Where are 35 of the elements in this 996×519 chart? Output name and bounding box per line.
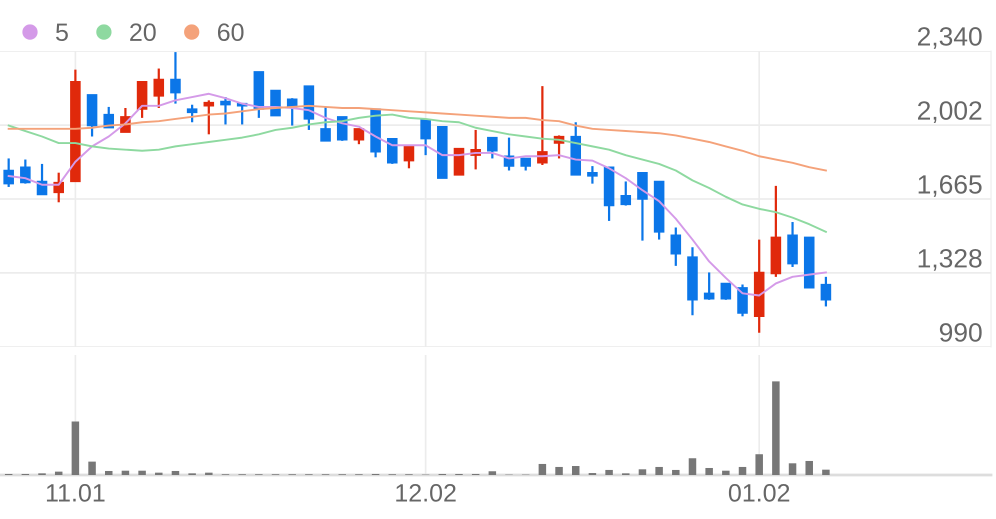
bar — [572, 466, 580, 475]
bar — [88, 462, 96, 475]
bar — [705, 468, 713, 475]
bar — [688, 458, 696, 475]
legend-label: 60 — [218, 23, 244, 42]
bar — [122, 470, 130, 475]
bar — [54, 472, 62, 475]
bar — [722, 470, 730, 475]
bar — [138, 470, 146, 475]
legend-label: 5 — [56, 24, 68, 42]
legend-label: 20 — [130, 23, 156, 42]
y-tick-label: 1,665 — [918, 175, 982, 197]
bar — [488, 471, 496, 475]
bar — [638, 469, 646, 475]
y-tick-label: 2,340 — [918, 27, 982, 49]
bar — [104, 470, 112, 475]
bar — [805, 460, 813, 475]
bar — [772, 381, 780, 475]
bar — [605, 470, 613, 475]
bar — [655, 466, 663, 475]
bar — [788, 463, 796, 475]
bar — [755, 454, 763, 475]
x-tick-label: 11.01 — [46, 484, 105, 502]
y-tick-label: 990 — [940, 323, 982, 342]
bar — [172, 470, 180, 475]
x-tick-label: 01.02 — [728, 484, 790, 502]
bar — [555, 466, 563, 475]
y-tick-label: 2,002 — [918, 101, 982, 124]
x-tick-label: 12.02 — [396, 484, 456, 502]
bar — [538, 464, 546, 475]
bar — [72, 422, 80, 475]
y-tick-label: 1,328 — [918, 248, 982, 271]
bar — [822, 470, 830, 475]
bar — [672, 470, 680, 475]
bar — [738, 466, 746, 475]
